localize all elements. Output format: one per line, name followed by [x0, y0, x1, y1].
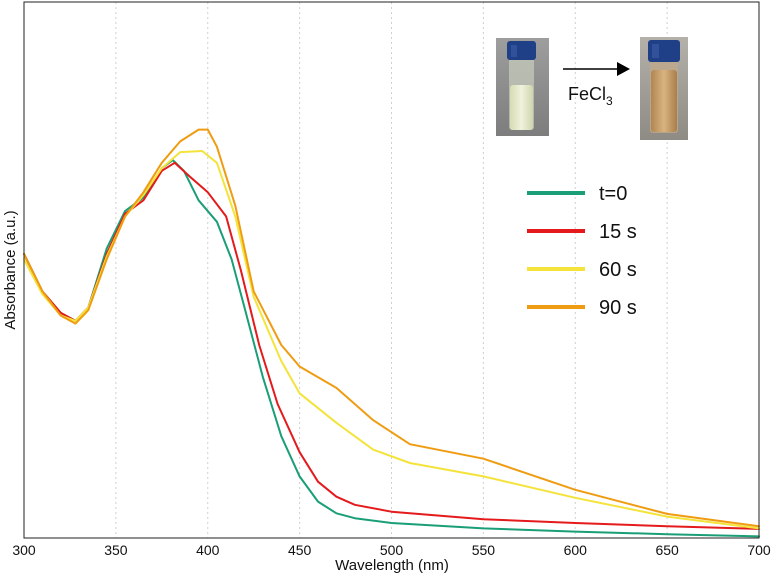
plot-frame	[23, 1, 760, 539]
series-line-60-s	[23, 150, 760, 530]
vertical-grid	[115, 2, 668, 538]
vial-before-photo	[496, 38, 549, 136]
series-line-90-s	[23, 128, 760, 528]
arrow-head-icon	[617, 62, 630, 76]
x-tick-label: 550	[472, 542, 496, 558]
x-tick-label: 500	[380, 542, 404, 558]
x-tick-label: 700	[747, 542, 771, 558]
x-axis-title: Wavelength (nm)	[335, 557, 449, 574]
vial-after-photo	[640, 37, 688, 140]
inset-vials: FeCl3	[496, 37, 688, 140]
x-tick-label: 300	[12, 542, 36, 558]
x-tick-label: 650	[655, 542, 679, 558]
x-tick-label: 600	[564, 542, 588, 558]
legend: t=0 15 s 60 s 90 s	[527, 183, 637, 319]
legend-label: 90 s	[599, 297, 637, 319]
legend-label: t=0	[599, 183, 627, 205]
legend-label: 15 s	[599, 221, 637, 243]
x-tick-label: 450	[288, 542, 312, 558]
x-tick-label: 400	[196, 542, 220, 558]
y-axis-title: Absorbance (a.u.)	[2, 210, 19, 329]
inset-reagent-label: FeCl3	[568, 84, 613, 108]
series-group	[23, 128, 760, 538]
x-tick-labels: 300 350 400 450 500 550 600 650 700	[12, 542, 771, 558]
x-tick-label: 350	[104, 542, 128, 558]
legend-label: 60 s	[599, 259, 637, 281]
